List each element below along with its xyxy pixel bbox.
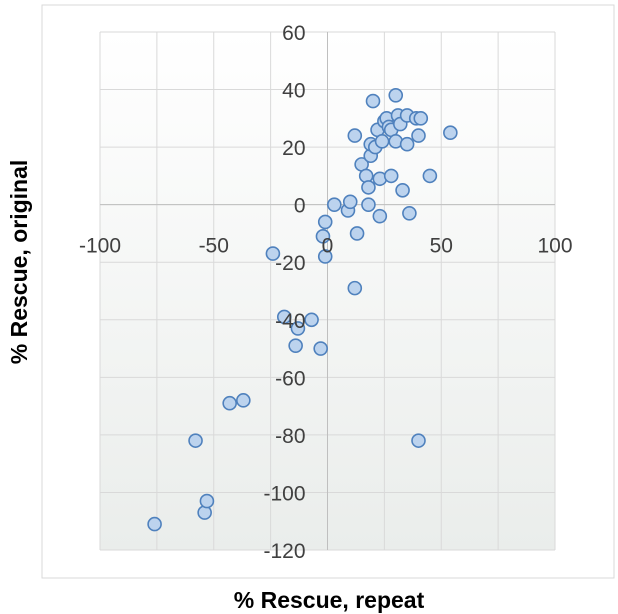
data-point	[443, 125, 458, 141]
data-point	[365, 93, 381, 109]
data-point	[383, 168, 399, 184]
data-point	[304, 312, 319, 328]
y-tick-label: -120	[263, 540, 305, 563]
data-point	[349, 226, 365, 241]
tick-labels: -100 -50 0 50 100 60 40 20 0 -20 -40 -60 -80 -100 -120	[79, 22, 573, 563]
x-tick-label: 100	[537, 235, 572, 258]
data-point	[188, 433, 203, 448]
data-point	[290, 321, 306, 336]
y-axis-title: % Rescue, original	[6, 160, 32, 365]
data-point	[361, 197, 376, 212]
x-tick-label: -100	[79, 235, 121, 258]
y-tick-label: 0	[294, 195, 306, 218]
data-point	[402, 206, 417, 221]
data-point	[317, 249, 333, 264]
y-tick-label: 20	[282, 137, 305, 160]
data-point	[327, 197, 342, 212]
data-point	[313, 341, 328, 356]
x-tick-label: 50	[430, 235, 453, 258]
x-axis-title: % Rescue, repeat	[234, 587, 425, 613]
x-tick-label: 0	[322, 235, 334, 258]
y-tick-label: -100	[263, 482, 305, 505]
data-point	[411, 433, 426, 448]
data-point	[422, 168, 438, 184]
data-point	[288, 338, 303, 353]
data-point	[236, 393, 251, 408]
y-tick-label: 40	[282, 80, 305, 103]
data-point	[413, 111, 429, 126]
data-points	[147, 88, 458, 532]
data-point	[197, 505, 212, 520]
data-point	[395, 182, 410, 198]
data-point	[347, 128, 363, 143]
data-point	[315, 229, 331, 244]
data-point	[372, 208, 388, 224]
data-point	[317, 214, 333, 230]
data-point	[361, 180, 376, 195]
data-point	[388, 88, 404, 103]
data-point	[222, 395, 237, 411]
data-point	[358, 168, 374, 184]
data-point	[399, 136, 415, 152]
data-point	[411, 128, 426, 143]
data-point	[199, 493, 215, 509]
y-tick-label: -40	[275, 310, 305, 333]
data-point	[147, 516, 162, 532]
data-point	[265, 246, 281, 261]
x-tick-label: -50	[199, 235, 229, 258]
y-tick-label: -80	[275, 425, 305, 448]
y-tick-label: -60	[275, 367, 305, 390]
y-tick-label: 60	[282, 22, 305, 45]
data-point	[276, 309, 292, 325]
y-tick-label: -20	[275, 252, 305, 275]
data-point	[374, 134, 390, 149]
data-point	[342, 194, 358, 210]
data-point	[347, 280, 363, 296]
